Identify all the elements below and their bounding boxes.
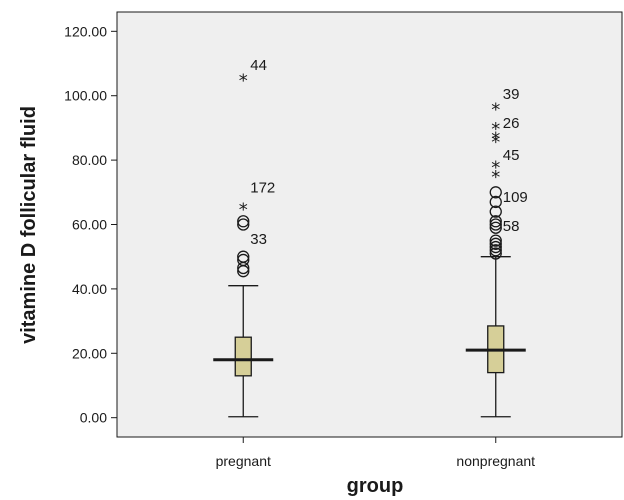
y-tick-label: 120.00 — [64, 23, 107, 39]
outlier-case-label: 172 — [250, 179, 275, 196]
extreme-star: * — [491, 158, 500, 179]
outlier-circle — [489, 218, 502, 231]
plot-area — [116, 11, 623, 438]
y-tick-label: 0.00 — [80, 410, 107, 426]
extreme-star: * — [239, 199, 248, 220]
y-axis-title: vitamine D follicular fluid — [18, 106, 40, 344]
y-tick-label: 80.00 — [72, 152, 107, 168]
outlier-case-label: 45 — [503, 147, 520, 164]
outlier-circle — [489, 240, 502, 254]
outlier-circle — [489, 221, 502, 234]
outlier-circle — [489, 234, 502, 247]
extreme-star: * — [491, 132, 500, 153]
x-axis: pregnant nonpregnant — [216, 437, 535, 469]
outlier-case-label: 39 — [503, 86, 520, 103]
x-axis-title: group — [347, 475, 404, 497]
outlier-circle — [489, 237, 502, 250]
outlier-case-label: 109 — [503, 189, 528, 206]
outlier-circle — [489, 186, 502, 199]
extreme-star: * — [491, 167, 500, 188]
extreme-star: * — [491, 100, 500, 121]
outlier-circle — [237, 218, 250, 231]
y-tick-label: 60.00 — [72, 217, 107, 233]
outlier-circle — [489, 244, 502, 257]
outlier-circle — [237, 253, 250, 267]
x-category-label: pregnant — [216, 453, 271, 469]
outlier-circle — [489, 195, 502, 209]
y-axis: 0.00 20.00 40.00 60.00 80.00 100.00 120.00 — [64, 23, 117, 426]
x-category-label: nonpregnant — [456, 453, 535, 469]
y-tick-label: 40.00 — [72, 281, 107, 297]
outlier-case-label: 58 — [503, 218, 520, 235]
outlier-circle — [489, 215, 502, 228]
outlier-circle — [237, 250, 250, 263]
y-tick-label: 100.00 — [64, 88, 107, 104]
extreme-star: * — [491, 129, 500, 150]
extreme-star: * — [239, 71, 248, 92]
iqr-box — [234, 336, 252, 377]
outlier-circle — [489, 247, 502, 260]
outlier-circle — [489, 205, 502, 218]
outlier-circle — [237, 215, 250, 228]
outlier-case-label: 33 — [250, 231, 267, 248]
outlier-case-label: 26 — [503, 115, 520, 132]
extreme-star: * — [491, 119, 500, 140]
y-tick-label: 20.00 — [72, 345, 107, 361]
outlier-case-label: 44 — [250, 57, 267, 74]
